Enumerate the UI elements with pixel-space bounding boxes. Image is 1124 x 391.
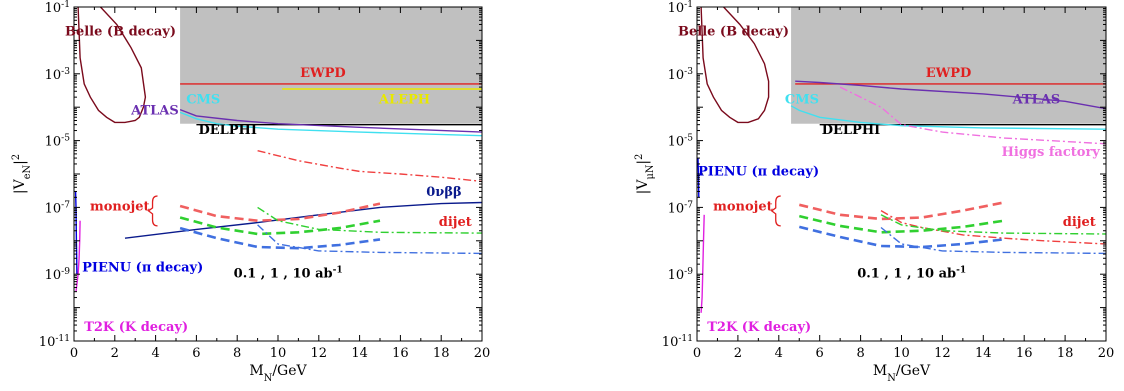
- x-tick-label: 16: [1016, 346, 1033, 361]
- plot-panel-left: 0 2 4 6 8 10 12 14 16 18 2010-1110-910-710-510-310…: [11, 0, 491, 384]
- x-axis: 0 2 4 6 8 10 12 14 16 18 20: [693, 7, 1114, 361]
- annotation-cms: CMS: [785, 92, 819, 107]
- y-axis-label: |VeN|2: [11, 154, 33, 194]
- annotation-monojet: monojet: [90, 200, 150, 215]
- annotation-ewpd: EWPD: [926, 66, 972, 81]
- plot-area: [74, 7, 482, 292]
- y-tick-label: 10-11: [39, 334, 70, 350]
- annotation-delphi: DELPHI: [198, 123, 256, 138]
- x-tick-label: 12: [311, 346, 328, 361]
- x-tick-label: 10: [893, 346, 910, 361]
- series-4: [790, 105, 1106, 130]
- y-axis: 10-11 10-9 10-7 10-5 10-3 10-1: [39, 0, 482, 350]
- x-tick-label: 10: [270, 346, 287, 361]
- x-axis-label: MN/GeV: [873, 363, 931, 384]
- annotation-belle: Belle (B decay): [65, 25, 176, 40]
- x-tick-label: 20: [474, 346, 491, 361]
- annotation-atlas: ATLAS: [130, 104, 179, 119]
- y-tick-label: 10-3: [668, 67, 694, 83]
- monojet-brace: [147, 195, 158, 227]
- plot-area: [697, 7, 1106, 313]
- series-12: [257, 150, 482, 183]
- series-6: [124, 201, 482, 239]
- x-axis-label: MN/GeV: [249, 363, 307, 384]
- series-8: [798, 201, 1005, 221]
- series-0: [700, 7, 770, 124]
- x-tick-label: 2: [111, 346, 119, 361]
- x-tick-label: 14: [975, 346, 992, 361]
- x-tick-label: 18: [1057, 346, 1074, 361]
- annotations: Belle (B decay) EWPD CMS ATLAS DELPHI Higgs f…: [678, 25, 1100, 335]
- series-7: [74, 191, 78, 275]
- y-tick-label: 10-3: [45, 67, 71, 83]
- y-tick-label: 10-1: [45, 0, 70, 16]
- series-10: [179, 216, 381, 236]
- series-14: [257, 224, 482, 255]
- x-tick-label: 6: [816, 346, 824, 361]
- series-5: [839, 86, 1106, 145]
- series-0: [77, 7, 147, 124]
- series-8: [75, 220, 81, 292]
- annotation-dijet: dijet: [439, 215, 472, 230]
- y-tick-label: 10-1: [668, 0, 693, 16]
- annotation-ewpd: EWPD: [300, 66, 346, 81]
- x-tick-label: 16: [392, 346, 409, 361]
- x-tick-label: 12: [934, 346, 951, 361]
- x-axis: 0 2 4 6 8 10 12 14 16 18 20: [70, 7, 490, 361]
- series-13: [257, 206, 482, 234]
- excluded-region: [791, 7, 1106, 124]
- series-7: [700, 214, 705, 313]
- x-tick-label: 18: [433, 346, 450, 361]
- series-9: [179, 202, 381, 223]
- annotation-cms: CMS: [186, 92, 220, 107]
- annotation-lumi: 0.1 , 1 , 10 ab-1: [857, 264, 966, 282]
- y-tick-label: 10-7: [45, 200, 71, 216]
- x-tick-label: 8: [233, 346, 241, 361]
- annotation-onubb: 0νββ: [426, 185, 461, 200]
- annotations: Belle (B decay) EWPD CMS ALEPH ATLAS DELPHI 0ν…: [65, 25, 472, 335]
- series-2: [795, 80, 1106, 110]
- series-5: [179, 108, 482, 133]
- y-tick-label: 10-9: [668, 267, 694, 283]
- y-tick-label: 10-11: [662, 334, 693, 350]
- x-tick-label: 8: [856, 346, 864, 361]
- annotation-t2k: T2K (K decay): [707, 320, 811, 335]
- annotation-belle: Belle (B decay): [678, 25, 789, 40]
- x-tick-label: 20: [1098, 346, 1115, 361]
- annotation-dijet: dijet: [1063, 215, 1096, 230]
- series-11: [179, 226, 381, 250]
- excluded-region: [180, 7, 482, 124]
- annotation-aleph: ALEPH: [378, 92, 430, 107]
- series-10: [798, 225, 1004, 249]
- y-tick-label: 10-7: [668, 200, 694, 216]
- annotation-monojet: monojet: [713, 200, 773, 215]
- series-4: [179, 111, 482, 137]
- y-tick-label: 10-5: [668, 134, 694, 150]
- series-12: [880, 214, 1106, 235]
- y-axis: 10-11 10-9 10-7 10-5 10-3 10-1: [662, 0, 1106, 350]
- x-tick-label: 6: [192, 346, 200, 361]
- x-tick-label: 2: [734, 346, 742, 361]
- annotation-pienu: PIENU (π decay): [82, 261, 203, 276]
- y-tick-label: 10-9: [45, 267, 71, 283]
- x-tick-label: 14: [351, 346, 368, 361]
- x-tick-label: 4: [151, 346, 159, 361]
- annotation-t2k: T2K (K decay): [84, 320, 188, 335]
- y-tick-label: 10-5: [45, 134, 71, 150]
- annotation-atlas: ATLAS: [1012, 92, 1061, 107]
- annotation-pienu: PIENU (π decay): [698, 165, 819, 180]
- y-axis-label: |VμN|2: [634, 154, 656, 195]
- annotation-higgs: Higgs factory: [1002, 145, 1101, 160]
- monojet-brace: [770, 195, 781, 227]
- x-tick-label: 0: [70, 346, 78, 361]
- series-11: [880, 209, 1106, 245]
- plot-panel-right: 0 2 4 6 8 10 12 14 16 18 2010-1110-910-710-510-310…: [634, 0, 1115, 384]
- x-tick-label: 4: [775, 346, 783, 361]
- annotation-delphi: DELPHI: [822, 123, 880, 138]
- series-9: [798, 214, 1004, 234]
- annotation-lumi: 0.1 , 1 , 10 ab-1: [234, 264, 343, 282]
- series-13: [880, 226, 1106, 255]
- x-tick-label: 0: [693, 346, 701, 361]
